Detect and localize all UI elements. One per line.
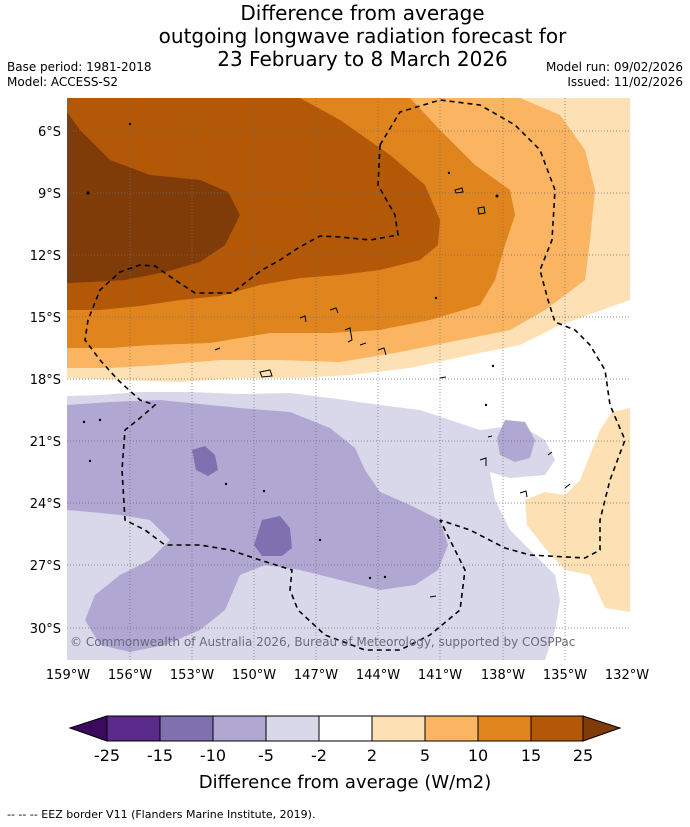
title-line-3: 23 February to 8 March 2026 [217,47,508,71]
colorbar-bin [318,715,373,742]
negative-10-15-patch-b [254,516,292,556]
lon-label: 135°W [543,668,587,683]
colorbar-tick: 10 [468,746,488,765]
lon-label: 159°W [46,668,90,683]
negative-5-10-patch [497,420,535,462]
colorbar-bin [530,715,584,742]
colorbar-tick: -2 [311,746,327,765]
colorbar-bin [265,715,320,742]
lat-label: 21°S [30,435,61,450]
lon-label: 138°W [481,668,525,683]
eez-border [84,99,626,651]
map-title: Difference from average outgoing longwav… [0,2,690,71]
lon-label: 150°W [232,668,276,683]
model-name: Model: ACCESS-S2 [7,75,119,89]
lat-label: 24°S [30,497,61,512]
negative-10-15-patch-a [192,446,218,476]
island-dots [82,122,499,580]
colorbar-extend-low [68,715,108,742]
lat-label: 18°S [30,373,61,388]
longitude-labels: 159°W 156°W 153°W 150°W 147°W 144°W 141°… [46,668,649,683]
colorbar-bin [106,715,161,742]
lat-label: 12°S [30,249,61,264]
colorbar-tick: -15 [147,746,173,765]
lat-label: 27°S [30,559,61,574]
latitude-labels: 6°S 9°S 12°S 15°S 18°S 21°S 24°S 27°S 30… [30,125,61,637]
meta-right: Model run: 09/02/2026 Issued: 11/02/2026 [546,60,683,90]
colorbar-tick: 15 [521,746,541,765]
base-period: Base period: 1981-2018 [7,60,152,74]
colorbar-bin [212,715,267,742]
colorbar-tick: -10 [200,746,226,765]
colorbar-bin [371,715,426,742]
colorbar-extend-high [582,715,622,742]
lon-label: 141°W [418,668,462,683]
model-run: Model run: 09/02/2026 [545,60,683,74]
colorbar-tick: -25 [94,746,120,765]
eez-footnote: -- -- -- EEZ border V11 (Flanders Marine… [7,808,316,821]
lat-label: 6°S [38,125,61,140]
lon-label: 153°W [170,668,214,683]
lat-label: 15°S [30,311,61,326]
colorbar-bin [424,715,479,742]
title-line-2: outgoing longwave radiation forecast for [158,24,567,48]
olr-anomaly-field: © Commonwealth of Australia 2026, Bureau… [67,98,630,660]
lon-label: 156°W [108,668,152,683]
copyright-notice: © Commonwealth of Australia 2026, Bureau… [70,635,575,649]
lon-label: 132°W [605,668,649,683]
lat-label: 30°S [30,622,61,637]
positive-over-25-region [67,112,240,283]
lat-label: 9°S [38,187,61,202]
issued-date: Issued: 11/02/2026 [567,75,683,89]
lon-label: 147°W [294,668,338,683]
islands [214,187,571,598]
colorbar [68,715,622,742]
colorbar-tick: 5 [420,746,430,765]
positive-2-5-southeast-region [525,408,630,612]
title-line-1: Difference from average [240,1,485,25]
colorbar-bin [159,715,214,742]
colorbar-tick: 25 [573,746,593,765]
colorbar-tick: 2 [367,746,377,765]
colorbar-bin [477,715,532,742]
colorbar-label: Difference from average (W/m2) [199,772,491,793]
colorbar-ticks: -25 -15 -10 -5 -2 2 5 10 15 25 [94,746,593,765]
lon-label: 144°W [356,668,400,683]
graticule [67,98,630,660]
colorbar-tick: -5 [258,746,274,765]
negative-5-10-region [67,400,448,652]
meta-left: Base period: 1981-2018 Model: ACCESS-S2 [7,60,152,90]
